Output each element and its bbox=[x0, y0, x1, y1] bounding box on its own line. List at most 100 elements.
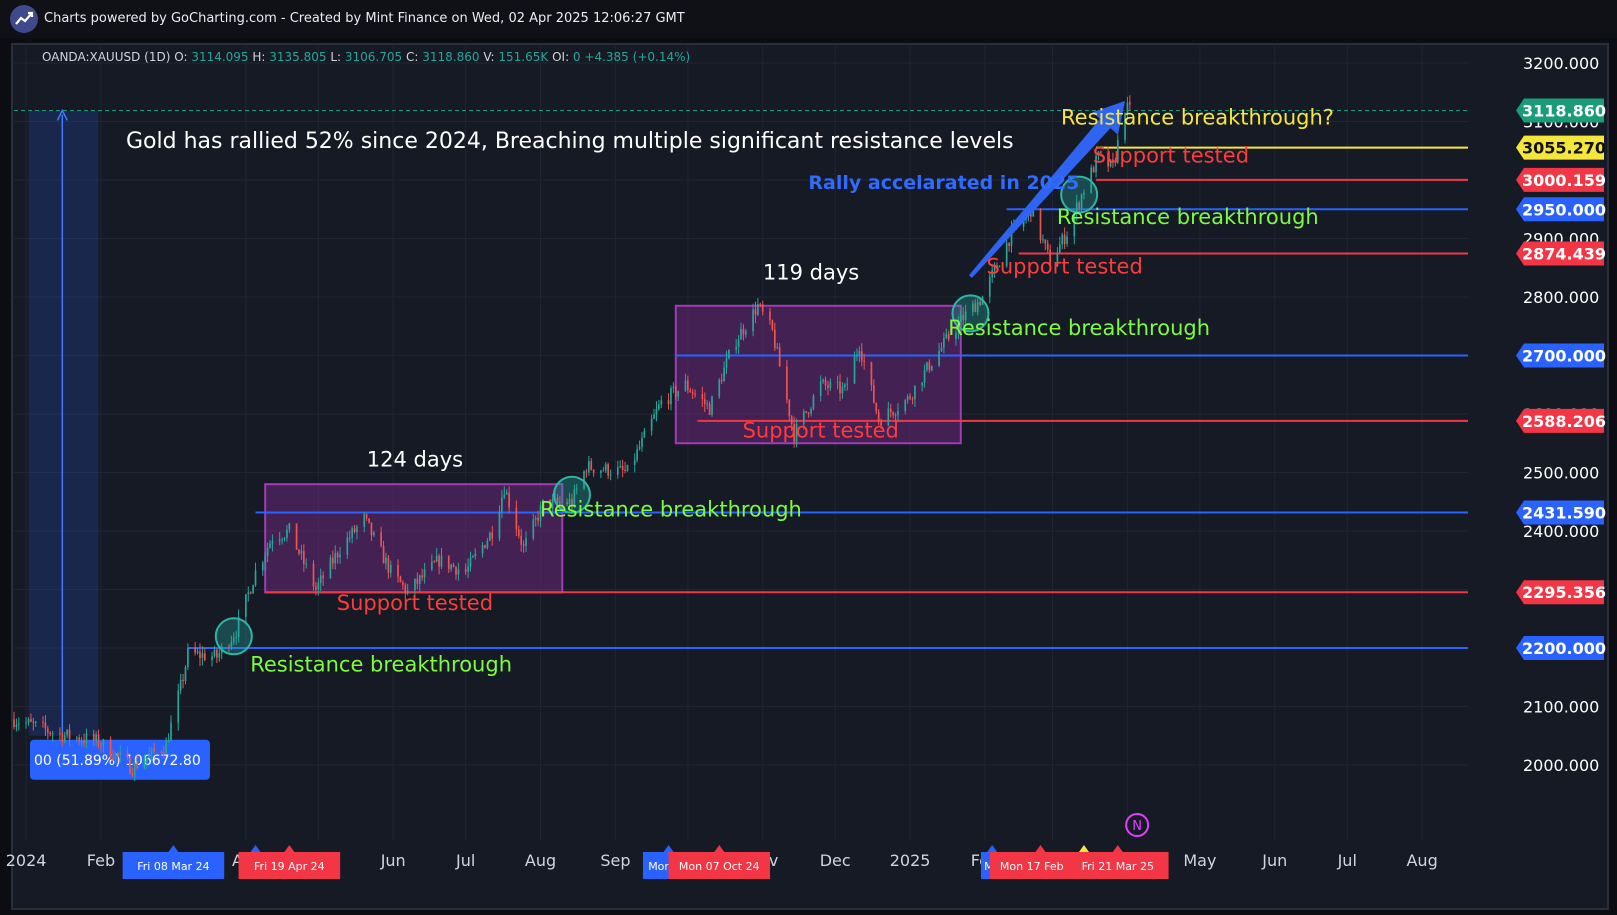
gocharting-logo-icon[interactable] bbox=[10, 5, 38, 33]
candle-body bbox=[539, 505, 542, 521]
candle-body bbox=[63, 735, 66, 742]
candle-body bbox=[771, 320, 774, 330]
horizontal-levels bbox=[14, 109, 1468, 649]
price-tag-bg bbox=[1516, 636, 1604, 660]
candle-body bbox=[993, 265, 996, 271]
candle-body bbox=[930, 365, 933, 371]
candle-body bbox=[1005, 242, 1008, 267]
ohlc-legend-part: V: bbox=[480, 50, 499, 64]
candle-body bbox=[703, 399, 706, 405]
event-flag-pointer bbox=[714, 845, 725, 852]
candle-body bbox=[457, 569, 460, 575]
candle-body bbox=[619, 465, 622, 468]
price-tag-label: 2295.356 bbox=[1522, 583, 1606, 602]
candle-body bbox=[633, 460, 636, 465]
candle-body bbox=[472, 556, 474, 558]
candle-body bbox=[298, 549, 300, 554]
ohlc-legend-part: O: bbox=[170, 50, 191, 64]
candle-body bbox=[1008, 242, 1010, 247]
candle-body bbox=[83, 741, 85, 744]
candle-body bbox=[742, 329, 745, 335]
candle-body bbox=[585, 471, 588, 473]
candle-body bbox=[133, 762, 136, 776]
candle-body bbox=[264, 555, 267, 563]
candle-body bbox=[658, 404, 660, 410]
candle-body bbox=[691, 392, 694, 394]
range-measure[interactable]: 00 (51.89%) 106672.80 bbox=[28, 108, 210, 780]
candle-body bbox=[201, 653, 204, 658]
candle-body bbox=[788, 399, 791, 417]
candle-body bbox=[187, 647, 189, 668]
event-flag-pointer bbox=[284, 845, 295, 852]
candle-body bbox=[670, 388, 672, 405]
candle-body bbox=[795, 424, 798, 442]
event-flag-bg[interactable] bbox=[668, 852, 771, 879]
range-measure-area[interactable] bbox=[28, 110, 99, 736]
candle-body bbox=[706, 403, 709, 405]
candle-body bbox=[728, 349, 730, 359]
breakout-circle bbox=[951, 294, 990, 333]
candle-body bbox=[300, 551, 303, 554]
candle-body bbox=[836, 381, 839, 383]
candle-body bbox=[600, 470, 602, 473]
x-tick-label: Aug bbox=[1406, 851, 1437, 870]
candle-body bbox=[348, 537, 351, 539]
candle-body bbox=[812, 395, 815, 409]
candle-body bbox=[416, 578, 419, 584]
candle-body bbox=[281, 539, 283, 541]
candle-body bbox=[720, 379, 723, 382]
event-flag-label[interactable]: Fri 19 Apr 24 bbox=[254, 860, 325, 873]
y-tick-label: 2400.000 bbox=[1523, 522, 1599, 541]
candle-body bbox=[114, 752, 117, 760]
breakout-circle bbox=[214, 617, 253, 656]
annotation-label: Support tested bbox=[1093, 143, 1249, 167]
candle-body bbox=[27, 719, 30, 723]
candle-body bbox=[923, 369, 926, 383]
event-flag-bg[interactable] bbox=[122, 852, 225, 879]
candle-body bbox=[1075, 202, 1078, 214]
candle-body bbox=[334, 553, 337, 564]
top-bar: Charts powered by GoCharting.com - Creat… bbox=[0, 0, 1617, 38]
candle-body bbox=[232, 637, 235, 642]
candle-body bbox=[517, 529, 520, 536]
candle-body bbox=[211, 656, 213, 661]
candle-body bbox=[537, 517, 539, 521]
candle-body bbox=[365, 514, 368, 519]
candle-body bbox=[976, 301, 979, 313]
candle-body bbox=[786, 366, 788, 400]
candle-body bbox=[397, 565, 399, 577]
event-flag-label[interactable]: Fri 08 Mar 24 bbox=[137, 860, 209, 873]
news-marker-icon[interactable] bbox=[1125, 813, 1150, 837]
candle-body bbox=[389, 565, 392, 573]
price-tag-bg bbox=[1516, 343, 1604, 368]
event-flag-label[interactable]: Fri 21 Mar 25 bbox=[1082, 860, 1154, 873]
candle-body bbox=[856, 354, 858, 357]
candle-body bbox=[689, 390, 692, 393]
event-flag-bg[interactable] bbox=[238, 852, 341, 879]
candle-body bbox=[653, 414, 655, 419]
annotation-label: Resistance breakthrough bbox=[250, 652, 512, 676]
event-flag-label[interactable]: Mon 07 Oct 24 bbox=[679, 860, 760, 873]
ohlc-legend-part: OANDA:XAUUSD (1D) bbox=[42, 50, 170, 64]
candle-body bbox=[100, 745, 102, 747]
candle-body bbox=[288, 523, 291, 530]
ohlc-legend-part: (+0.14%) bbox=[633, 50, 691, 64]
event-flag-bg[interactable] bbox=[1066, 852, 1169, 879]
candle-body bbox=[1056, 252, 1059, 267]
event-flag-label[interactable]: Mon 17 Feb 25 bbox=[1000, 860, 1081, 873]
candle-body bbox=[769, 311, 771, 321]
price-tag-label: 3118.860 bbox=[1522, 101, 1606, 120]
candle-body bbox=[484, 545, 486, 548]
y-tick-label: 2800.000 bbox=[1523, 288, 1599, 307]
candle-body bbox=[406, 590, 409, 594]
candle-body bbox=[254, 570, 257, 586]
candle-body bbox=[590, 461, 593, 470]
event-flag-pointer bbox=[1078, 845, 1089, 852]
candle-body bbox=[723, 367, 725, 382]
candle-body bbox=[757, 303, 759, 315]
candle-body bbox=[129, 757, 131, 774]
candle-body bbox=[486, 540, 489, 548]
x-tick-label: May bbox=[1183, 851, 1216, 870]
